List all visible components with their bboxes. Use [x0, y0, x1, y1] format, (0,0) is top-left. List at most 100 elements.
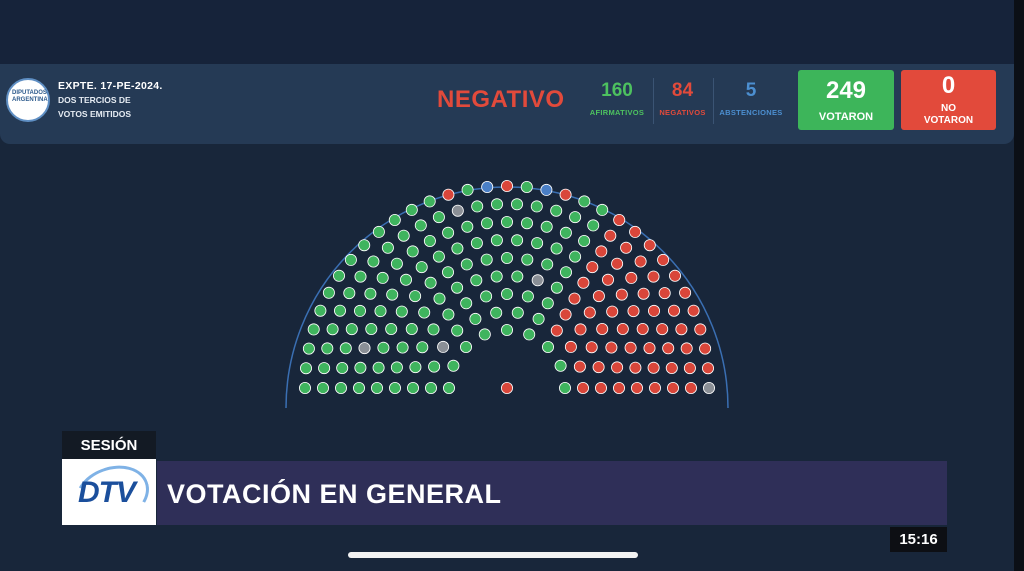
seat — [601, 273, 614, 286]
seat — [461, 220, 474, 233]
seat — [317, 381, 330, 394]
seat — [423, 195, 436, 208]
seat — [397, 229, 410, 242]
seat — [326, 323, 339, 336]
seat — [314, 304, 327, 317]
seat — [578, 195, 591, 208]
seat — [405, 322, 418, 335]
seat — [480, 217, 493, 230]
seat — [367, 255, 380, 268]
seat — [371, 381, 384, 394]
seat — [594, 381, 607, 394]
seat — [500, 179, 513, 192]
seat — [511, 306, 524, 319]
seat — [318, 362, 331, 375]
negativos-count: 84 NEGATIVOS — [659, 80, 706, 117]
seat — [592, 361, 605, 374]
seat — [500, 287, 513, 300]
seat — [625, 271, 638, 284]
seat — [409, 290, 422, 303]
seat — [604, 229, 617, 242]
seat — [540, 183, 553, 196]
seat — [702, 381, 715, 394]
seat — [409, 361, 422, 374]
seat — [559, 308, 572, 321]
afirmativos-count: 160 AFIRMATIVOS — [589, 80, 645, 117]
seat — [596, 322, 609, 335]
seat — [523, 328, 536, 341]
seat — [648, 381, 661, 394]
seat — [576, 381, 589, 394]
seat — [424, 381, 437, 394]
seat — [634, 255, 647, 268]
votaron-box: 249 VOTARON — [798, 70, 894, 130]
seat — [451, 204, 464, 217]
seat — [343, 287, 356, 300]
expediente-label: EXPTE. 17-PE-2024. — [58, 80, 163, 92]
seat — [564, 340, 577, 353]
seat — [585, 341, 598, 354]
seat — [573, 360, 586, 373]
seat — [667, 304, 680, 317]
seat — [679, 286, 692, 299]
seat — [388, 214, 401, 227]
seat — [400, 273, 413, 286]
diputados-logo: DIPUTADOS ARGENTINA — [6, 78, 50, 122]
seat — [583, 306, 596, 319]
seat — [520, 180, 533, 193]
seat — [606, 305, 619, 318]
seat — [500, 252, 513, 265]
seat — [345, 323, 358, 336]
seat — [298, 381, 311, 394]
seat — [668, 269, 681, 282]
seat — [299, 362, 312, 375]
seat — [389, 381, 402, 394]
seat — [451, 281, 464, 294]
seat — [612, 381, 625, 394]
seat — [699, 342, 712, 355]
seat — [390, 257, 403, 270]
seat — [418, 306, 431, 319]
seat — [405, 203, 418, 216]
seat — [500, 323, 513, 336]
seat — [381, 241, 394, 254]
seat — [354, 304, 367, 317]
home-indicator[interactable] — [348, 552, 638, 558]
seat — [480, 253, 493, 266]
seat — [460, 297, 473, 310]
seat — [511, 270, 524, 283]
seat — [611, 257, 624, 270]
seat — [627, 305, 640, 318]
seat — [339, 342, 352, 355]
seat — [471, 200, 484, 213]
seat — [569, 250, 582, 263]
seat — [460, 258, 473, 271]
lower-third-title: VOTACIÓN EN GENERAL — [157, 461, 947, 525]
separator — [713, 78, 714, 124]
clock: 15:16 — [890, 527, 947, 552]
seat — [637, 287, 650, 300]
seat — [532, 312, 545, 325]
seat — [694, 323, 707, 336]
seat — [629, 225, 642, 238]
seat — [490, 198, 503, 211]
seat — [441, 266, 454, 279]
seat — [459, 340, 472, 353]
seat — [616, 322, 629, 335]
seat — [647, 304, 660, 317]
seat — [541, 258, 554, 271]
seat — [447, 359, 460, 372]
seat — [701, 362, 714, 375]
seat — [374, 305, 387, 318]
seat — [372, 361, 385, 374]
seat — [451, 242, 464, 255]
seat — [569, 211, 582, 224]
seat — [442, 188, 455, 201]
seat — [550, 204, 563, 217]
seat — [558, 381, 571, 394]
seat — [406, 245, 419, 258]
seat — [574, 323, 587, 336]
seat — [428, 360, 441, 373]
seat — [568, 292, 581, 305]
seat — [530, 200, 543, 213]
